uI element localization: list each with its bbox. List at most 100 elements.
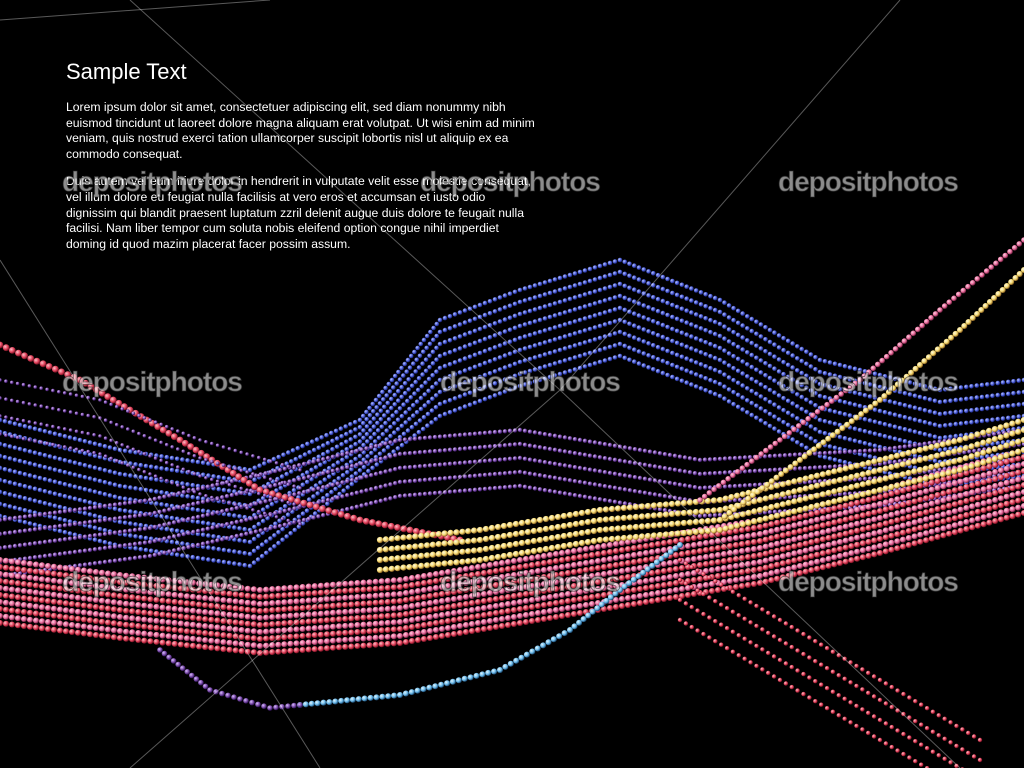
bead xyxy=(647,477,653,482)
bead xyxy=(75,580,81,587)
bead xyxy=(482,360,488,366)
bead xyxy=(980,493,987,500)
bead xyxy=(359,503,364,508)
bead xyxy=(17,494,23,500)
bead xyxy=(745,568,751,574)
bead xyxy=(81,623,87,630)
bead xyxy=(57,516,63,522)
bead xyxy=(951,494,958,501)
bead xyxy=(138,462,144,468)
bead xyxy=(82,511,88,516)
bead xyxy=(740,371,745,376)
bead xyxy=(643,599,649,605)
bead xyxy=(287,479,292,484)
bead xyxy=(497,295,503,300)
bead xyxy=(1006,391,1011,397)
bead xyxy=(39,590,45,597)
bead xyxy=(221,547,227,553)
bead xyxy=(153,603,160,610)
bead xyxy=(537,459,543,464)
bead xyxy=(232,598,239,605)
bead xyxy=(657,507,663,512)
bead xyxy=(802,512,809,519)
bead xyxy=(602,322,608,327)
bead xyxy=(395,417,401,423)
bead xyxy=(457,602,463,608)
bead xyxy=(52,479,58,485)
bead xyxy=(467,390,473,396)
bead xyxy=(785,530,792,537)
bead xyxy=(330,609,336,616)
bead xyxy=(637,593,643,599)
bead xyxy=(67,536,73,541)
bead xyxy=(87,610,93,617)
bead xyxy=(731,341,736,347)
bead xyxy=(148,476,154,482)
bead xyxy=(250,628,257,635)
bead xyxy=(655,569,661,575)
bead xyxy=(439,570,445,576)
bead xyxy=(190,614,196,621)
bead xyxy=(986,498,993,505)
bead xyxy=(979,406,985,412)
bead xyxy=(842,523,849,530)
bead xyxy=(427,491,433,496)
bead xyxy=(745,362,750,367)
bead xyxy=(587,338,593,344)
bead xyxy=(825,562,832,569)
bead xyxy=(277,467,283,473)
bead xyxy=(306,497,312,502)
bead xyxy=(612,307,618,312)
bead xyxy=(817,429,823,435)
bead xyxy=(226,512,232,518)
bead xyxy=(726,351,732,356)
bead xyxy=(472,328,478,334)
bead xyxy=(670,374,675,380)
bead xyxy=(369,519,376,526)
bead xyxy=(57,492,63,498)
bead xyxy=(832,373,838,379)
bead xyxy=(75,615,81,622)
bead xyxy=(631,545,637,551)
bead xyxy=(457,630,463,636)
bead xyxy=(641,303,647,308)
bead xyxy=(703,554,709,560)
bead xyxy=(336,609,343,616)
bead xyxy=(940,525,947,532)
bead xyxy=(388,482,393,487)
bead xyxy=(912,453,918,459)
bead xyxy=(425,423,430,429)
bead xyxy=(802,475,809,482)
bead xyxy=(39,611,45,618)
bead xyxy=(589,566,595,572)
bead xyxy=(457,346,463,351)
bead xyxy=(774,540,781,547)
bead xyxy=(813,403,818,408)
bead xyxy=(52,527,58,533)
bead xyxy=(655,296,661,302)
bead xyxy=(567,284,573,290)
bead xyxy=(652,492,658,497)
bead xyxy=(226,590,233,597)
bead xyxy=(226,560,232,566)
bead xyxy=(462,488,468,493)
bead xyxy=(123,586,130,593)
bead xyxy=(745,526,751,532)
bead xyxy=(894,524,901,531)
bead xyxy=(239,532,244,538)
bead xyxy=(636,337,642,342)
bead xyxy=(814,482,821,489)
bead xyxy=(92,533,98,538)
bead xyxy=(366,635,373,642)
bead xyxy=(128,533,133,538)
bead xyxy=(607,542,613,548)
bead xyxy=(602,442,608,447)
bead xyxy=(670,278,675,284)
bead xyxy=(147,610,154,617)
bead xyxy=(865,517,872,524)
bead xyxy=(412,527,420,535)
bead xyxy=(326,465,332,471)
bead xyxy=(592,337,598,342)
bead xyxy=(293,591,300,598)
bead xyxy=(366,621,373,628)
